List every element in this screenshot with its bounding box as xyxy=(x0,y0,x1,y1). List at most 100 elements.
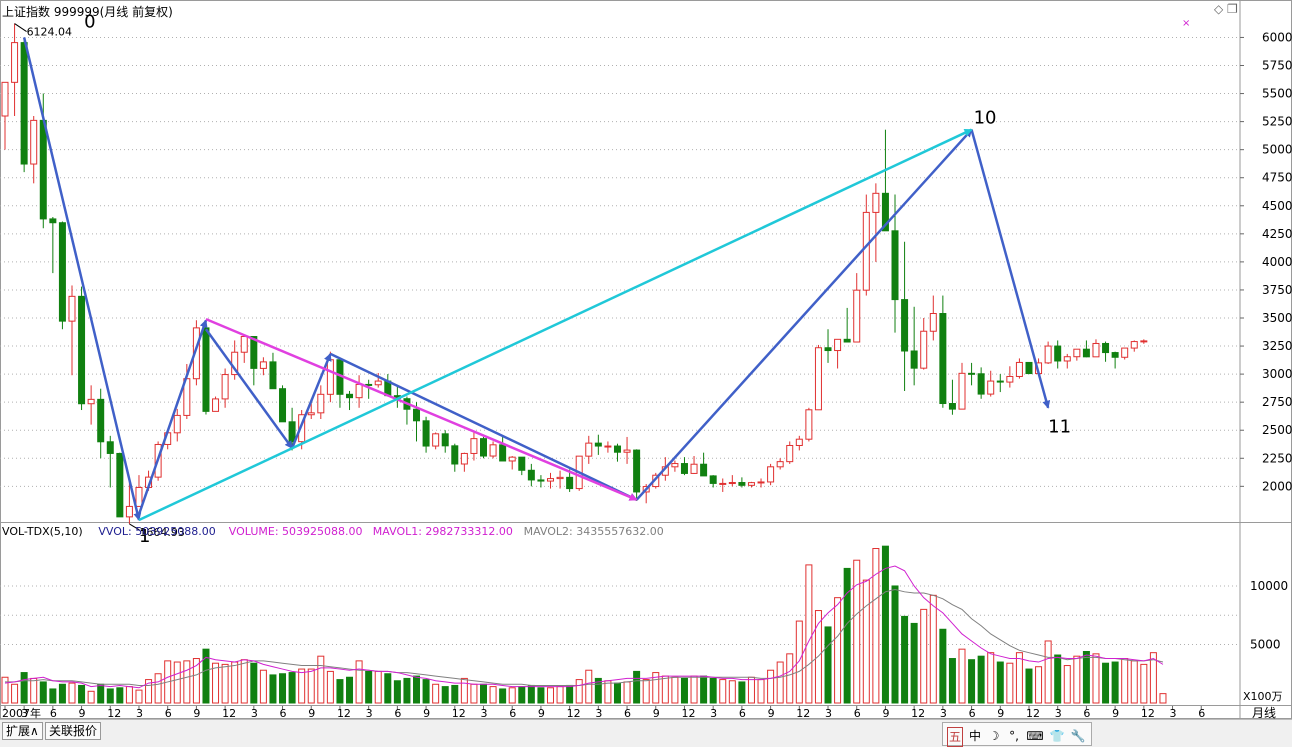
candle-body xyxy=(269,361,277,390)
volume-tick-label: 5000 xyxy=(1250,637,1281,651)
volume-bar xyxy=(929,594,937,704)
candle-body xyxy=(1006,375,1014,383)
volume-bar xyxy=(221,663,229,704)
candle-body xyxy=(1121,347,1129,358)
candle-body xyxy=(374,380,382,386)
volume-bar xyxy=(700,675,708,704)
volume-legend-item: VVOL: 503925088.00 xyxy=(98,525,215,538)
x-tick-label: 3 xyxy=(825,707,832,720)
volume-bar xyxy=(240,659,248,704)
volume-bar xyxy=(39,681,47,704)
x-tick-label: 3 xyxy=(1170,707,1177,720)
volume-bar xyxy=(767,669,775,704)
wave-label: 11 xyxy=(1048,417,1071,438)
x-tick-label: 12 xyxy=(1026,707,1040,720)
candle-body xyxy=(279,388,287,423)
candle-body xyxy=(508,456,516,462)
ime-wubi-icon[interactable]: 五 xyxy=(947,727,963,747)
ime-keyboard-icon[interactable]: ⌨ xyxy=(1026,729,1044,743)
volume-bar xyxy=(958,648,966,704)
candle-body xyxy=(250,336,258,369)
volume-bar xyxy=(1111,661,1119,704)
x-tick-label: 3 xyxy=(1055,707,1062,720)
volume-bar xyxy=(192,658,200,704)
x-tick-label: 9 xyxy=(193,707,200,720)
candle-body xyxy=(814,347,822,411)
volume-bar xyxy=(1159,693,1167,704)
volume-bar xyxy=(279,673,287,704)
related-quotes-tab[interactable]: 关联报价 xyxy=(45,722,102,740)
volume-bar xyxy=(451,684,459,704)
candle-body xyxy=(135,486,143,507)
candle-body xyxy=(49,218,57,224)
ime-moon-icon[interactable]: ☽ xyxy=(988,729,1000,743)
x-tick-label: 9 xyxy=(538,707,545,720)
volume-bar xyxy=(298,668,306,704)
candle-body xyxy=(566,476,574,490)
candle-body xyxy=(862,211,870,291)
volume-bar xyxy=(690,675,698,704)
candle-body xyxy=(680,463,688,474)
volume-bar xyxy=(1044,640,1052,704)
volume-bar xyxy=(125,686,133,704)
volume-bar xyxy=(374,670,382,704)
candle-body xyxy=(432,433,440,447)
candle-body xyxy=(1054,345,1062,362)
price-tick-label: 2250 xyxy=(1262,451,1292,465)
candle-body xyxy=(747,482,755,486)
volume-unit-label: X100万 xyxy=(1243,690,1283,703)
candle-body xyxy=(977,373,985,395)
ime-toolbar[interactable]: 五 中 ☽ °, ⌨ 👕 🔧 xyxy=(942,722,1092,747)
x-tick-label: 12 xyxy=(1141,707,1155,720)
x-tick-label: 6 xyxy=(165,707,172,720)
trend-line xyxy=(204,328,294,449)
candle-body xyxy=(1025,361,1033,375)
volume-bar xyxy=(824,626,832,704)
volume-bar xyxy=(527,684,535,704)
x-tick-label: 3 xyxy=(21,707,28,720)
candle-body xyxy=(288,421,296,443)
candle-body xyxy=(853,289,861,343)
volume-bar xyxy=(1140,663,1148,704)
ime-punct-icon[interactable]: °, xyxy=(1009,729,1019,743)
volume-bar xyxy=(987,652,995,704)
candle-body xyxy=(700,463,708,477)
volume-bar xyxy=(594,677,602,704)
volume-tick-label: 10000 xyxy=(1250,579,1288,593)
volume-bar xyxy=(250,662,258,704)
x-tick-label: 3 xyxy=(366,707,373,720)
ime-skin-icon[interactable]: 👕 xyxy=(1049,729,1065,743)
volume-bar xyxy=(719,679,727,704)
candle-body xyxy=(317,393,325,414)
expand-tab[interactable]: 扩展∧ xyxy=(2,722,43,740)
x-tick-label: 6 xyxy=(1198,707,1205,720)
candle-body xyxy=(1140,340,1148,343)
volume-bar xyxy=(317,655,325,704)
candle-body xyxy=(633,449,641,493)
ime-tools-icon[interactable]: 🔧 xyxy=(1070,729,1086,743)
volume-bar xyxy=(68,682,76,704)
volume-bar xyxy=(910,622,918,704)
candle-body xyxy=(212,398,220,412)
candle-body xyxy=(489,444,497,457)
candle-body xyxy=(326,359,334,395)
x-tick-label: 9 xyxy=(882,707,889,720)
candle-body xyxy=(1130,341,1138,349)
price-tick-label: 2500 xyxy=(1262,423,1292,437)
candle-body xyxy=(920,330,928,369)
candle-body xyxy=(1015,361,1023,377)
volume-bar xyxy=(480,683,487,704)
window-restore-icons[interactable]: ◇ ❐ xyxy=(1214,2,1238,16)
candle-body xyxy=(499,444,507,462)
volume-bar xyxy=(135,689,143,704)
volume-bar xyxy=(872,548,880,704)
volume-bar xyxy=(977,655,985,704)
volume-bar xyxy=(346,676,354,704)
x-tick-label: 12 xyxy=(222,707,236,720)
volume-bar xyxy=(805,564,813,704)
x-tick-label: 12 xyxy=(107,707,121,720)
x-tick-label: 6 xyxy=(280,707,287,720)
x-tick-label: 2007年 xyxy=(2,706,41,720)
chart-canvas[interactable]: 2000 2250 2500 2750 3000 3250 3500 3750 4000 4250… xyxy=(0,0,1292,720)
ime-chinese-icon[interactable]: 中 xyxy=(968,729,981,743)
